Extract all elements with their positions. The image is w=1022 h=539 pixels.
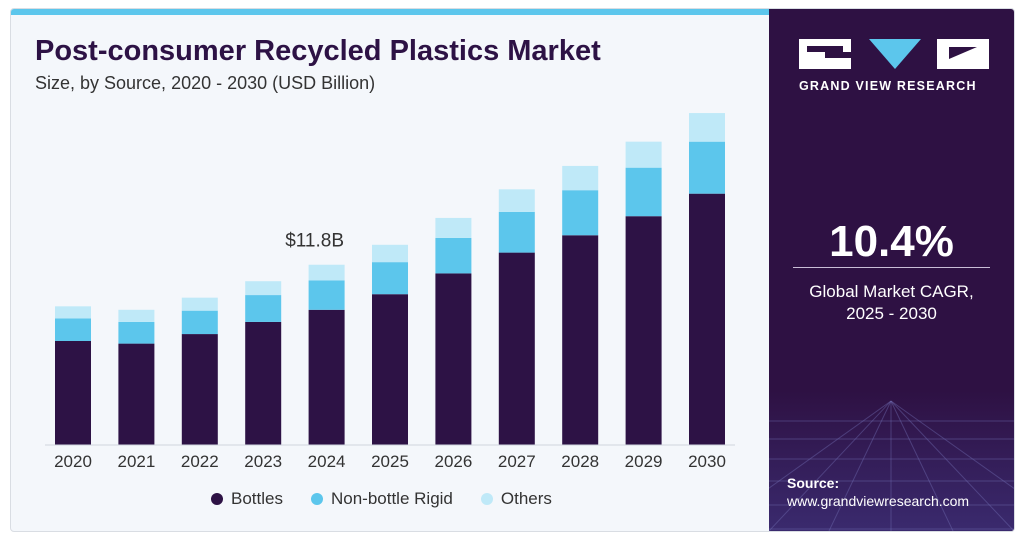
bar-bottles-2026 (435, 273, 472, 445)
x-tick-label-2026: 2026 (434, 452, 472, 471)
decorative-grid (769, 391, 1014, 531)
bar-others-2028 (562, 165, 599, 191)
chart-title: Post-consumer Recycled Plastics Market (35, 35, 601, 67)
cagr-value: 10.4% (829, 217, 954, 266)
chart-legend: Bottles Non-bottle Rigid Others (211, 489, 552, 509)
bar-non-bottle-rigid-2030 (689, 141, 725, 194)
annotation-label: $11.8B (285, 231, 344, 252)
bar-non-bottle-rigid-2024 (308, 280, 345, 310)
legend-item-non-bottle-rigid: Non-bottle Rigid (310, 489, 453, 509)
bar-others-2027 (498, 189, 535, 212)
legend-label-non-bottle-rigid: Non-bottle Rigid (330, 489, 453, 508)
bar-bottles-2030 (689, 193, 725, 445)
bar-bottles-2028 (562, 235, 599, 445)
bar-others-2025 (372, 244, 408, 263)
x-tick-label-2030: 2030 (688, 452, 726, 471)
cagr-label-line2: 2025 - 2030 (846, 304, 937, 323)
accent-bar (11, 9, 769, 15)
source-label: Source: (787, 475, 840, 491)
bar-non-bottle-rigid-2022 (181, 310, 218, 335)
legend-swatch-non-bottle-rigid (310, 493, 323, 505)
x-tick-label-2024: 2024 (308, 452, 346, 471)
bar-non-bottle-rigid-2027 (498, 211, 535, 253)
bar-others-2030 (689, 113, 725, 142)
bar-non-bottle-rigid-2021 (118, 321, 155, 344)
bar-non-bottle-rigid-2023 (245, 295, 282, 322)
bar-bottles-2021 (118, 343, 155, 445)
bar-others-2023 (245, 281, 282, 296)
chart-card: Post-consumer Recycled Plastics Market S… (10, 8, 1015, 532)
bar-non-bottle-rigid-2029 (625, 167, 662, 217)
x-tick-label-2020: 2020 (54, 452, 92, 471)
bar-others-2026 (435, 217, 472, 238)
x-tick-label-2027: 2027 (498, 452, 536, 471)
legend-swatch-bottles (211, 493, 223, 505)
source-url[interactable]: www.grandviewresearch.com (787, 493, 970, 509)
bar-bottles-2027 (498, 252, 535, 445)
x-tick-label-2021: 2021 (117, 452, 155, 471)
legend-label-others: Others (500, 489, 552, 508)
legend-swatch-others (480, 493, 493, 505)
x-tick-label-2023: 2023 (244, 452, 282, 471)
x-tick-label-2022: 2022 (181, 452, 219, 471)
sidebar-panel: GRAND VIEW RESEARCH 10.4% Global Market … (769, 9, 1014, 531)
legend-label-bottles: Bottles (231, 489, 283, 508)
x-tick-label-2029: 2029 (625, 452, 663, 471)
bar-non-bottle-rigid-2020 (55, 318, 91, 341)
x-tick-label-2028: 2028 (561, 452, 599, 471)
bar-bottles-2029 (625, 216, 662, 445)
bar-bottles-2024 (308, 309, 345, 445)
bar-others-2029 (625, 141, 662, 168)
bar-non-bottle-rigid-2025 (372, 262, 408, 295)
chart-subtitle: Size, by Source, 2020 - 2030 (USD Billio… (35, 73, 376, 93)
legend-item-bottles: Bottles (211, 489, 283, 509)
bar-others-2022 (181, 297, 218, 311)
bar-non-bottle-rigid-2026 (435, 237, 472, 274)
grand-view-research-logo (799, 39, 989, 69)
bar-chart: 2020 2021 2022 2023 2024 $11.8B 2025 2026 2027 20… (45, 113, 735, 471)
bar-others-2024 (308, 264, 345, 281)
bar-bottles-2025 (372, 294, 408, 445)
bar-others-2020 (55, 306, 91, 319)
cagr-label: Global Market CAGR, 2025 - 2030 (769, 281, 1014, 325)
bar-non-bottle-rigid-2028 (562, 190, 599, 236)
cagr-label-line1: Global Market CAGR, (809, 282, 974, 301)
x-tick-label-2025: 2025 (371, 452, 409, 471)
bar-others-2021 (118, 309, 155, 322)
bar-bottles-2023 (245, 321, 282, 445)
bar-bottles-2020 (55, 341, 91, 445)
legend-item-others: Others (480, 489, 552, 509)
brand-name: GRAND VIEW RESEARCH (799, 79, 977, 93)
cagr-divider (793, 267, 990, 268)
bar-bottles-2022 (181, 334, 218, 445)
